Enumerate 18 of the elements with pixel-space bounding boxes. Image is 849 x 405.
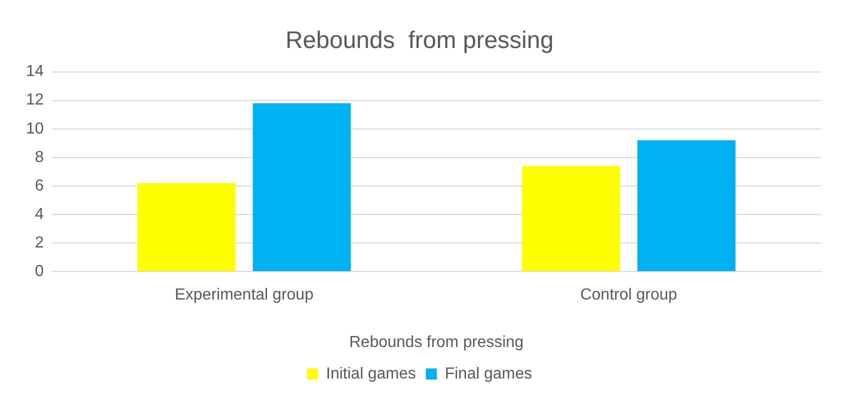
y-tick-label: 8	[34, 148, 44, 166]
y-tick-label: 14	[26, 63, 44, 80]
y-tick-label: 2	[34, 234, 44, 252]
x-tick-label: Control group	[580, 286, 678, 304]
y-tick-label: 4	[34, 206, 44, 223]
y-tick-label: 10	[26, 120, 44, 138]
bar	[637, 140, 736, 272]
legend-label: Initial games	[326, 365, 416, 382]
chart-title: Rebounds from pressing	[285, 27, 554, 54]
bar	[522, 166, 620, 272]
y-tick-label: 12	[26, 92, 44, 109]
y-tick-label: 0	[34, 263, 44, 280]
bar	[137, 183, 236, 272]
bar	[252, 103, 351, 272]
x-tick-label: Experimental group	[174, 286, 314, 304]
x-axis-title: Rebounds from pressing	[349, 334, 524, 351]
legend-label: Final games	[444, 365, 532, 382]
y-tick-label: 6	[34, 177, 44, 194]
